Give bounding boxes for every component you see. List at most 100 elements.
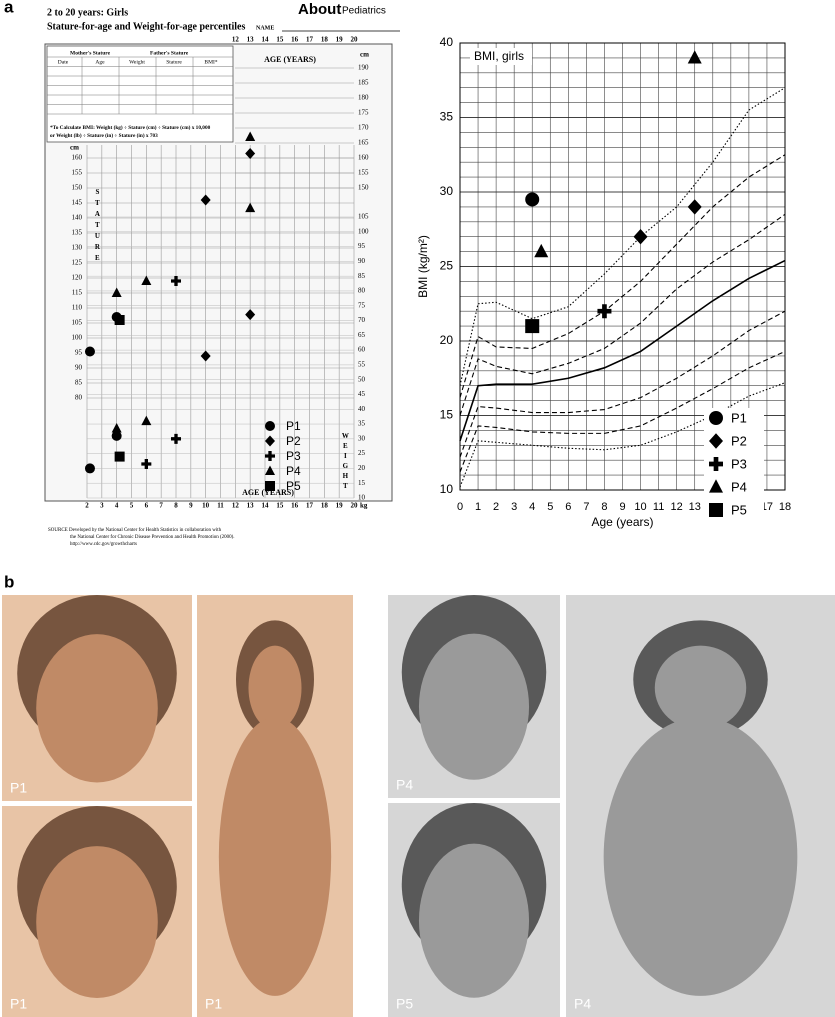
y-tick-label: 120	[72, 274, 83, 282]
legend-marker	[265, 451, 275, 461]
x-tick-label: 4	[115, 502, 119, 510]
panel-label: a	[4, 0, 14, 16]
y-tick-label: 175	[358, 109, 369, 117]
legend-marker	[265, 421, 275, 431]
photo-face	[418, 843, 530, 998]
marker	[245, 202, 256, 213]
y-tick-label: 155	[72, 169, 83, 177]
y2-tick-label: 105	[358, 213, 369, 221]
y2-tick-label: 20	[358, 464, 366, 472]
x-tick-label: 19	[336, 36, 344, 44]
y-tick-label: 150	[358, 184, 369, 192]
x-tick-label: 6	[565, 501, 571, 513]
marker	[114, 451, 125, 462]
marker	[84, 463, 95, 474]
x-tick-label: 13	[247, 36, 255, 44]
legend-marker	[265, 465, 275, 475]
photo-body	[603, 717, 798, 996]
x-tick-label: 12	[671, 501, 683, 513]
marker	[141, 275, 152, 285]
y-tick-label: 15	[440, 408, 454, 422]
source-note: the National Center for Chronic Disease …	[70, 535, 235, 540]
legend-marker	[709, 411, 723, 425]
x-tick-label: 11	[653, 501, 664, 513]
chart-title: BMI, girls	[474, 49, 524, 63]
x-tick-label: 8	[601, 501, 607, 513]
x-tick-label: 8	[174, 502, 178, 510]
marker	[141, 415, 152, 426]
logo: About	[298, 1, 341, 18]
y-tick-label: 165	[358, 139, 369, 147]
marker	[245, 309, 256, 321]
logo-sub: Pediatrics	[342, 6, 386, 17]
photo-face	[418, 633, 530, 780]
x-tick-label: 1	[475, 501, 481, 513]
legend-marker	[709, 479, 723, 493]
y-tick-label: 30	[440, 184, 454, 198]
table-header: Age	[95, 59, 105, 65]
marker	[245, 131, 256, 141]
y-unit: cm	[70, 144, 79, 152]
table-header: Weight	[129, 59, 145, 65]
x-tick-label: 12	[232, 502, 240, 510]
marker	[597, 304, 612, 319]
x-label: AGE (YEARS)	[264, 55, 316, 64]
measurement-table	[46, 45, 234, 143]
y-tick-label: 110	[72, 304, 83, 312]
marker	[111, 430, 122, 441]
reference-curve	[459, 87, 786, 386]
y-tick-label: 85	[75, 379, 83, 387]
marker	[84, 346, 95, 357]
x-tick-label: 12	[232, 36, 240, 44]
x-tick-label: 2	[85, 502, 89, 510]
bmi-note: *To Calculate BMI: Weight (kg) ÷ Stature…	[50, 124, 211, 131]
y2-tick-label: 65	[358, 331, 366, 339]
legend-label: P4	[731, 479, 747, 494]
y2-tick-label: 15	[358, 479, 366, 487]
source-note: http://www.cdc.gov/growthcharts	[70, 542, 137, 547]
y-tick-label: 140	[72, 214, 83, 222]
chart-subtitle: Stature-for-age and Weight-for-age perce…	[47, 21, 245, 32]
y-label: BMI (kg/m²)	[416, 235, 430, 298]
x-tick-label: 15	[276, 36, 284, 44]
photo-label: P1	[205, 996, 222, 1012]
table-header: BMI*	[204, 59, 217, 65]
y2-tick-label: 95	[358, 242, 366, 250]
title-bg	[470, 48, 532, 65]
y-tick-label: 135	[72, 229, 83, 237]
growth-chart: 2 to 20 years: Girls Stature-for-age and …	[44, 1, 400, 547]
y-tick-label: 100	[72, 334, 83, 342]
y2-tick-label: 60	[358, 346, 366, 354]
y-tick-label: 180	[358, 94, 369, 102]
legend-label: P3	[286, 449, 301, 463]
y-tick-label: 35	[440, 110, 454, 124]
photo-face	[36, 634, 158, 783]
x-tick-label: 17	[306, 502, 314, 510]
marker	[200, 350, 211, 362]
marker	[200, 194, 211, 206]
x-tick-label: 20	[351, 36, 359, 44]
table-group: Mother's Stature	[70, 50, 111, 56]
x-tick-label: 14	[262, 36, 270, 44]
legend-marker	[709, 433, 723, 449]
photo-label: P1	[10, 780, 27, 796]
x-tick-label: 6	[145, 502, 149, 510]
legend-label: P5	[731, 502, 747, 517]
legend-marker	[709, 457, 723, 471]
x-tick-label: 9	[619, 501, 625, 513]
x-label: AGE (YEARS)	[242, 488, 294, 497]
reference-curve	[459, 350, 786, 473]
x-tick-label: 16	[291, 36, 299, 44]
x-tick-label: 7	[583, 501, 589, 513]
marker	[111, 287, 122, 297]
legend-label: P1	[286, 419, 301, 433]
y2-tick-label: 85	[358, 272, 366, 280]
photo-body	[218, 717, 332, 996]
table-group: Father's Stature	[150, 50, 189, 56]
y-tick-label: 80	[75, 394, 83, 402]
source-note: SOURCE Developed by the National Center …	[48, 528, 222, 533]
y-tick-label: 115	[72, 289, 83, 297]
x-tick-label: 18	[779, 501, 791, 513]
y-tick-label: 155	[358, 169, 369, 177]
